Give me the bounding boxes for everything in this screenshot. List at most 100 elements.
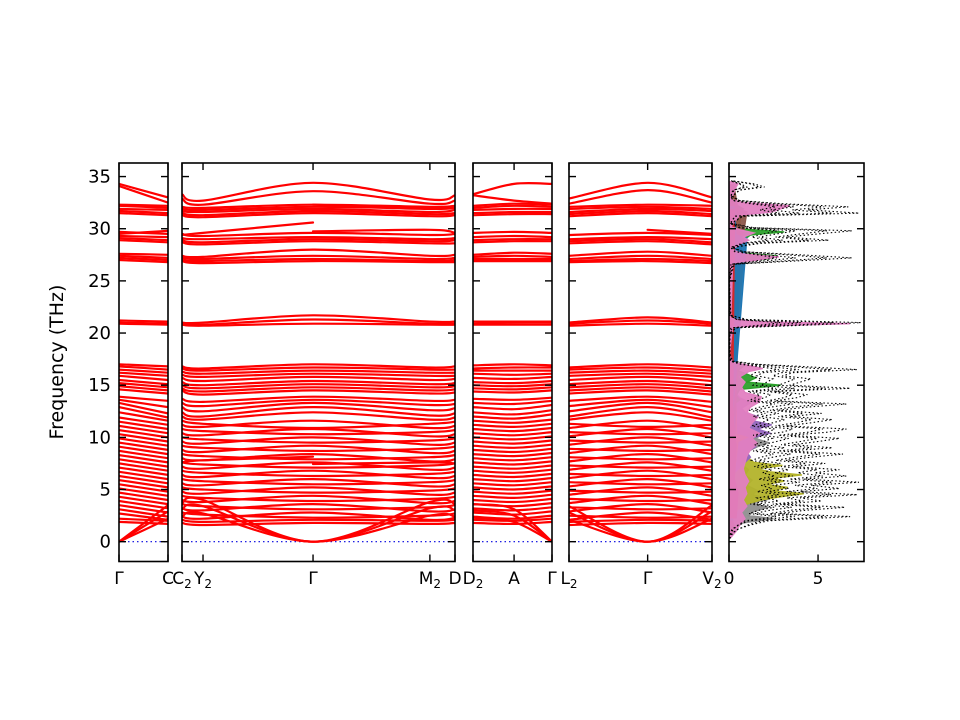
phonon-band-line (569, 447, 712, 453)
phonon-band-line (569, 383, 712, 390)
dos-dotted-curve-2 (729, 180, 801, 539)
phonon-band-line (182, 379, 455, 387)
phonon-band-line (182, 231, 455, 238)
phonon-band-line (569, 375, 712, 383)
phonon-band-line (182, 461, 455, 471)
panel-border (472, 162, 553, 563)
phonon-band-line (182, 369, 455, 375)
phonon-band-line (473, 389, 552, 394)
phonon-band-line (119, 239, 168, 244)
phonon-band-line (473, 366, 552, 370)
phonon-band-line (119, 462, 168, 472)
phonon-band-line (473, 212, 552, 217)
phonon-band-line (569, 494, 712, 506)
phonon-band-line (182, 211, 455, 219)
phonon-band-line (569, 405, 712, 419)
y-tick-label: 20 (88, 323, 111, 344)
phonon-band-line (182, 389, 455, 396)
phonon-band-line (119, 385, 168, 392)
phonon-band-line (569, 398, 712, 409)
phonon-band-line (119, 319, 168, 323)
band-panel-0 (119, 182, 168, 543)
station-label: Y2 (193, 569, 212, 591)
y-tick-label: 30 (88, 219, 111, 240)
phonon-band-line (569, 481, 712, 486)
phonon-band-line (119, 371, 168, 377)
phonon-band-line (569, 411, 712, 422)
phonon-band-line (473, 460, 552, 466)
phonon-band-line (569, 235, 712, 241)
phonon-band-line (569, 486, 712, 497)
phonon-band-line (569, 436, 712, 447)
phonon-band-line (119, 252, 168, 256)
phonon-band-line (119, 322, 168, 326)
phonon-band-line (182, 366, 455, 372)
phonon-band-line (182, 419, 455, 430)
phonon-band-line (569, 469, 712, 481)
phonon-band-line (473, 238, 552, 242)
phonon-band-line (119, 495, 168, 506)
phonon-band-line (182, 372, 455, 379)
phonon-band-line (119, 420, 168, 431)
phonon-band-line (569, 389, 712, 396)
phonon-band-line (569, 431, 712, 436)
phonon-band-line (119, 398, 168, 409)
phonon-band-line (182, 477, 455, 488)
station-label: A (508, 569, 520, 589)
phonon-band-line (473, 447, 552, 454)
station-label: L2 (560, 569, 577, 591)
phonon-band-line (569, 319, 712, 325)
phonon-band-line (182, 254, 455, 261)
y-axis-label: Frequency (THz) (46, 284, 68, 440)
phonon-band-line (182, 248, 455, 259)
phonon-band-line (119, 424, 168, 435)
y-tick-label: 15 (88, 375, 111, 396)
dos-dotted-curve-0 (729, 180, 861, 539)
phonon-band-line (473, 383, 552, 388)
phonon-band-line (569, 257, 712, 263)
phonon-band-line (473, 399, 552, 406)
phonon-band-line (119, 368, 168, 374)
phonon-band-line (119, 483, 168, 493)
phonon-band-line (119, 416, 168, 426)
phonon-band-line (569, 207, 712, 214)
phonon-band-line (569, 372, 712, 378)
phonon-band-line (473, 516, 552, 543)
phonon-band-line (182, 314, 455, 325)
phonon-band-line (119, 441, 168, 451)
phonon-band-line (182, 386, 455, 393)
phonon-band-line (119, 207, 168, 211)
phonon-band-line (311, 228, 455, 234)
phonon-band-line (182, 259, 455, 265)
phonon-band-line (569, 369, 712, 375)
phonon-band-line (473, 439, 552, 445)
phonon-band-line (569, 188, 712, 205)
phonon-band-line (473, 254, 552, 258)
phonon-band-line (569, 254, 712, 261)
phonon-band-line (119, 466, 168, 476)
phonon-band-line (182, 401, 455, 413)
phonon-band-line (119, 445, 168, 456)
phonon-band-line (569, 444, 712, 456)
phonon-band-line (473, 520, 552, 526)
phonon-band-line (569, 477, 712, 489)
phonon-band-line (119, 474, 168, 485)
band-panel-2 (473, 182, 552, 543)
phonon-band-line (473, 503, 552, 543)
phonon-band-line (569, 203, 712, 208)
phonon-band-line (182, 444, 455, 455)
phonon-band-line (182, 235, 455, 241)
phonon-band-line (473, 489, 552, 495)
phonon-band-line (182, 238, 455, 244)
phonon-band-line (569, 422, 712, 429)
dos-dotted-curve-3 (729, 180, 781, 539)
phonon-band-line (182, 461, 455, 469)
phonon-band-line (182, 375, 455, 383)
phonon-band-line (182, 322, 455, 327)
phonon-band-line (473, 202, 552, 207)
phonon-band-line (473, 234, 552, 239)
phonon-band-line (569, 211, 712, 218)
phonon-band-line (569, 238, 712, 244)
phonon-band-line (473, 204, 552, 209)
